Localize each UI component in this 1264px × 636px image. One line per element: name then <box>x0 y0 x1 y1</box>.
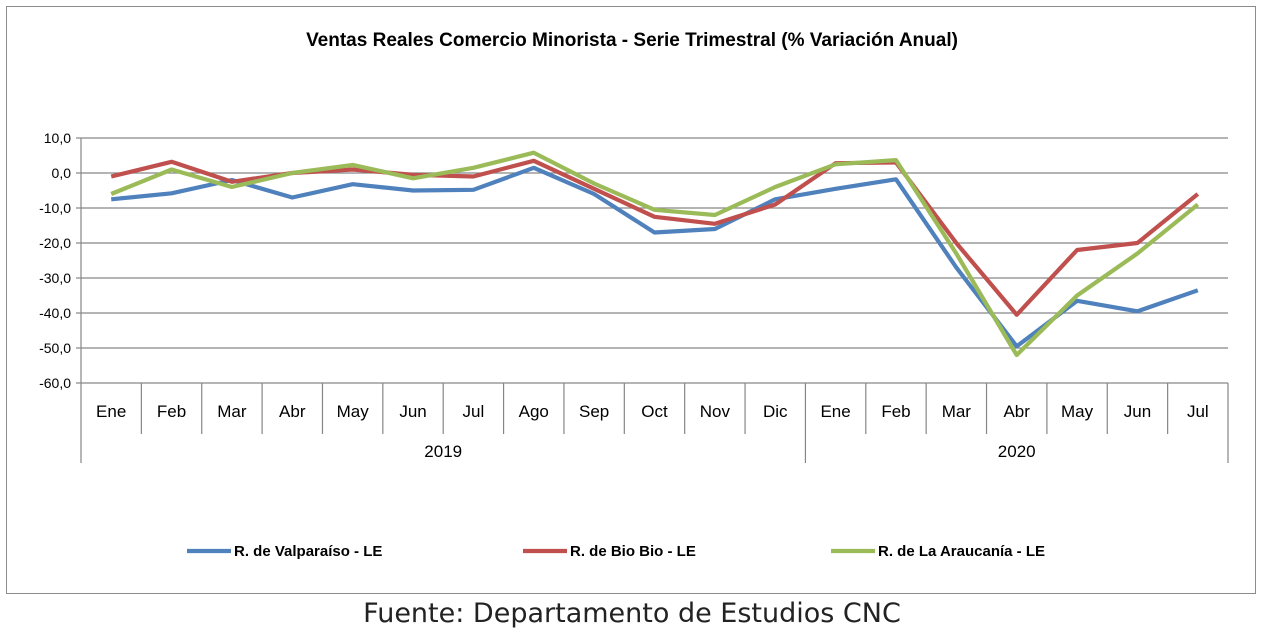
x-tick-label: Dic <box>763 402 788 421</box>
y-tick-label: 10,0 <box>44 130 71 146</box>
x-tick-label: Abr <box>1003 402 1030 421</box>
y-tick-label: -10,0 <box>39 200 71 216</box>
y-tick-label: -30,0 <box>39 270 71 286</box>
y-tick-label: -50,0 <box>39 340 71 356</box>
axes: 10,0 0,0 -10,0 -20,0 -30,0 -40,0 -50,0 -60,0 Ene… <box>39 130 1229 463</box>
x-tick-label: Abr <box>279 402 306 421</box>
series-lines <box>110 150 1200 358</box>
x-tick-label: Ago <box>519 402 549 421</box>
x-tick-label: Feb <box>881 402 910 421</box>
y-tick-label: 0,0 <box>52 165 72 181</box>
chart-title: Ventas Reales Comercio Minorista - Serie… <box>306 30 958 51</box>
x-group-label: 2020 <box>998 442 1036 461</box>
source-note: Fuente: Departamento de Estudios CNC <box>363 598 901 629</box>
x-tick-label: Jul <box>1187 402 1209 421</box>
x-tick-label: Jun <box>399 402 426 421</box>
gridlines <box>81 137 1228 384</box>
x-tick-label: Jun <box>1124 402 1151 421</box>
series-line-1 <box>110 165 1199 349</box>
x-tick-label: Oct <box>641 402 668 421</box>
legend-label: R. de Valparaíso - LE <box>234 543 382 560</box>
x-tick-label: Mar <box>217 402 247 421</box>
x-tick-label: May <box>1061 402 1094 421</box>
x-tick-label: Nov <box>700 402 731 421</box>
x-tick-label: Sep <box>579 402 609 421</box>
legend: R. de Valparaíso - LE R. de Bio Bio - LE R… <box>187 543 1045 560</box>
line-chart: Ventas Reales Comercio Minorista - Serie… <box>39 30 1229 560</box>
y-tick-label: -40,0 <box>39 305 71 321</box>
x-group-label: 2019 <box>424 442 462 461</box>
y-tick-label: -60,0 <box>39 375 71 391</box>
x-tick-label: Ene <box>820 402 850 421</box>
y-tick-label: -20,0 <box>39 235 71 251</box>
x-tick-label: Mar <box>942 402 972 421</box>
series-line-2 <box>110 158 1200 317</box>
x-tick-label: Feb <box>157 402 186 421</box>
x-tick-label: Jul <box>463 402 485 421</box>
x-tick-label: Ene <box>96 402 126 421</box>
series-line-3 <box>110 150 1200 358</box>
x-tick-label: May <box>337 402 370 421</box>
chart-frame <box>6 6 1256 594</box>
legend-label: R. de Bio Bio - LE <box>570 543 696 560</box>
legend-label: R. de La Araucanía - LE <box>878 543 1045 560</box>
